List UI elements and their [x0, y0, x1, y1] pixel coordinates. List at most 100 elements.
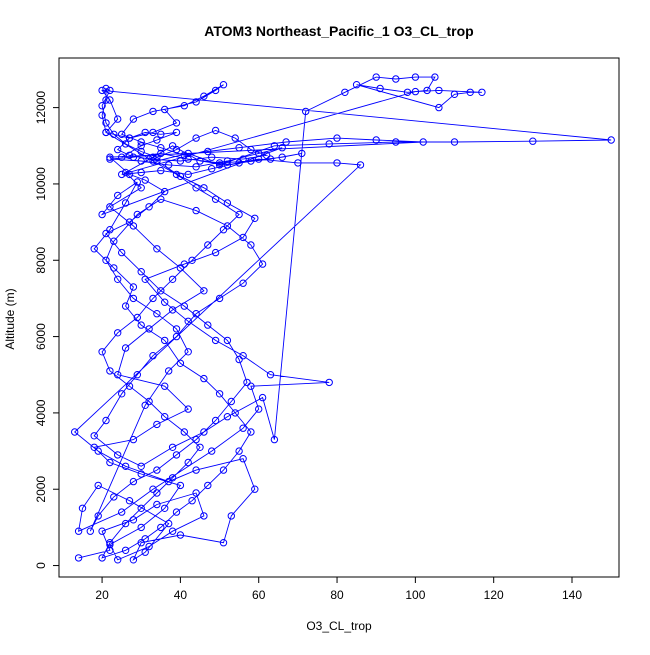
data-point — [231, 409, 239, 417]
data-point — [125, 382, 134, 390]
data-point — [125, 218, 134, 226]
data-point — [145, 203, 153, 211]
data-point — [141, 401, 149, 409]
data-point — [121, 519, 130, 528]
data-point — [255, 149, 263, 158]
data-point — [129, 153, 138, 161]
data-point — [176, 157, 185, 165]
data-point — [211, 416, 220, 425]
data-point — [106, 155, 114, 163]
data-point — [180, 151, 189, 160]
y-tick-label: 8000 — [34, 247, 48, 274]
data-point — [172, 508, 181, 516]
data-point — [219, 81, 228, 89]
data-point — [219, 466, 228, 474]
data-point — [121, 168, 130, 177]
data-point — [278, 153, 286, 161]
data-point — [114, 371, 122, 379]
data-point — [172, 145, 181, 154]
data-point — [211, 86, 220, 95]
data-point — [258, 393, 267, 402]
data-point — [114, 556, 122, 564]
data-point — [325, 140, 333, 148]
data-point — [106, 458, 114, 467]
data-point — [247, 382, 255, 390]
data-point — [153, 310, 161, 318]
data-point — [145, 325, 153, 333]
data-point — [168, 306, 177, 314]
data-point — [466, 88, 474, 97]
data-point — [106, 367, 114, 375]
data-point — [114, 275, 122, 283]
data-point — [270, 435, 279, 444]
data-point — [90, 443, 98, 451]
x-tick-label: 100 — [405, 588, 425, 602]
y-axis-label: Altitude (m) — [3, 288, 17, 349]
data-point — [161, 187, 169, 196]
data-point — [235, 159, 243, 167]
data-point — [223, 199, 232, 207]
data-point — [172, 451, 181, 459]
data-point — [251, 214, 259, 223]
data-point — [129, 283, 138, 291]
data-point — [153, 466, 161, 474]
data-point — [149, 352, 157, 360]
data-point — [255, 155, 263, 163]
data-point — [392, 75, 400, 83]
data-point — [208, 165, 216, 173]
data-point — [121, 199, 130, 207]
data-point — [145, 155, 153, 163]
data-point — [125, 151, 134, 160]
data-point — [94, 512, 102, 520]
data-point — [211, 195, 220, 203]
data-point — [215, 161, 224, 169]
data-point — [74, 527, 83, 535]
data-point — [149, 128, 157, 137]
data-point — [161, 413, 169, 421]
data-point — [239, 424, 247, 432]
data-point — [106, 546, 114, 554]
data-point — [227, 512, 236, 520]
data-point — [78, 504, 87, 512]
data-point — [106, 86, 114, 95]
axis-ticks: 20 40 60 80 100 120 140 0 2000 4000 6000 8000 10000 1… — [34, 91, 582, 602]
data-point — [243, 378, 251, 387]
data-point — [180, 302, 189, 310]
data-point — [153, 245, 161, 253]
data-point — [192, 310, 200, 318]
data-point — [94, 481, 102, 490]
data-point — [86, 527, 95, 535]
y-tick-label: 0 — [34, 562, 48, 569]
data-point — [157, 130, 165, 139]
data-point — [94, 447, 102, 455]
data-point — [121, 546, 130, 554]
data-point — [172, 119, 181, 127]
data-point — [137, 184, 145, 192]
data-point — [270, 142, 279, 150]
data-point — [184, 170, 192, 179]
data-point — [219, 226, 228, 234]
data-point — [137, 157, 145, 165]
data-point — [192, 466, 200, 474]
data-point — [129, 556, 138, 564]
data-point — [90, 432, 98, 440]
data-point — [137, 504, 145, 512]
x-tick-label: 140 — [562, 588, 582, 602]
data-point — [215, 390, 224, 398]
data-point — [204, 241, 212, 249]
data-point — [211, 248, 220, 257]
data-point — [157, 287, 165, 295]
data-point — [192, 489, 200, 497]
data-point — [106, 539, 114, 547]
data-point — [235, 447, 243, 455]
x-tick-label: 120 — [484, 588, 504, 602]
data-point — [411, 87, 420, 96]
data-point — [239, 279, 247, 287]
data-point — [137, 268, 145, 276]
data-point — [403, 88, 412, 97]
data-point — [341, 88, 349, 97]
data-point — [239, 352, 247, 360]
data-point — [478, 88, 486, 97]
